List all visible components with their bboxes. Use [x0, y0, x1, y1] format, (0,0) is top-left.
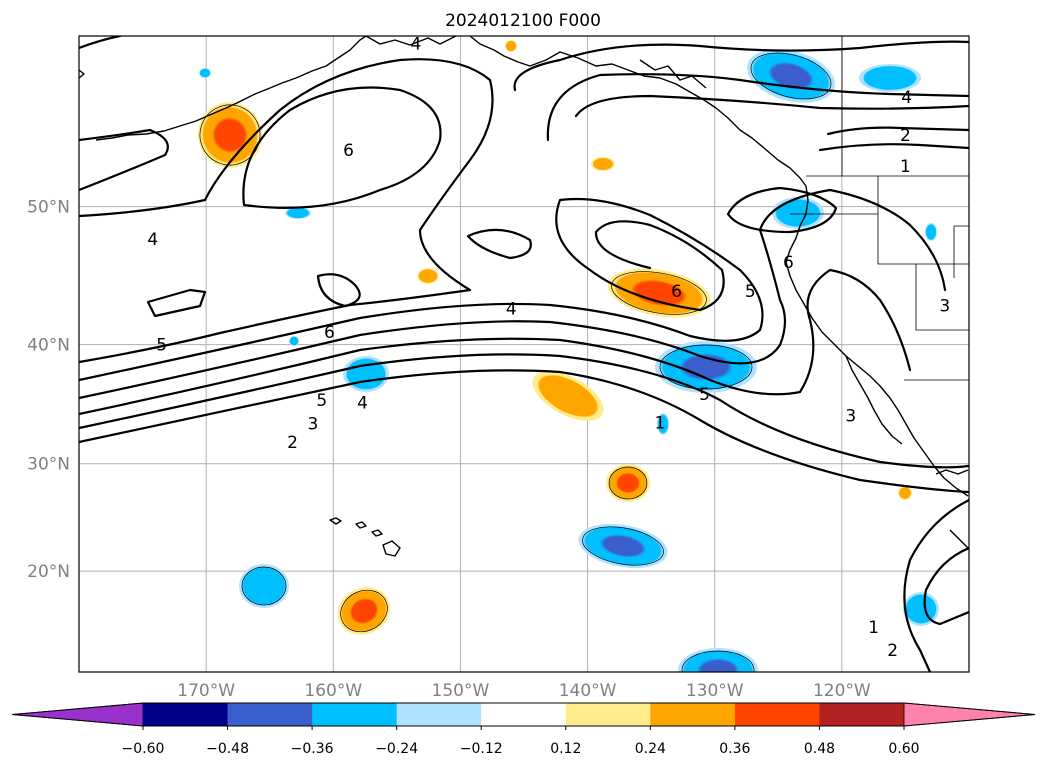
colorbar-tick-label: −0.12 [460, 741, 503, 757]
latitude-label: 20°N [27, 562, 70, 582]
contour-label: 5 [156, 336, 167, 356]
blob-outlines [199, 52, 832, 672]
contour-label: 3 [939, 297, 950, 317]
contour-label: 2 [887, 641, 898, 661]
longitude-labels: 170°W 160°W 150°W 140°W 130°W 120°W [177, 681, 871, 701]
negative-anomaly-area [239, 564, 289, 608]
negative-anomaly-area [289, 336, 299, 346]
latitude-label: 50°N [27, 198, 70, 218]
contour-label: 6 [783, 253, 794, 273]
positive-anomaly-area [505, 40, 517, 52]
colorbar-tick-label: −0.48 [206, 741, 249, 757]
negative-anomaly-area [772, 197, 824, 229]
colorbar-tick-label: 0.24 [635, 741, 666, 757]
negative-anomaly-area [655, 341, 757, 393]
contour-label: 1 [900, 157, 911, 177]
positive-anomaly-area [532, 371, 604, 421]
contour-label: 2 [900, 126, 911, 146]
colorbar-segment [396, 703, 482, 726]
colorbar-segment [565, 703, 651, 726]
negative-anomaly-area [578, 523, 668, 569]
latitude-label: 40°N [27, 336, 70, 356]
contour-label: 4 [411, 35, 422, 55]
contour-label: 6 [343, 141, 354, 161]
contour-label: 5 [745, 282, 756, 302]
contour-label: 5 [316, 391, 327, 411]
negative-anomaly-area [657, 413, 669, 435]
negative-anomaly-area [343, 356, 389, 392]
latitude-label: 30°N [27, 455, 70, 475]
colorbar-segment [650, 703, 736, 726]
latitude-labels: 50°N 40°N 30°N 20°N [27, 198, 70, 583]
colorbar-tick-label: 0.36 [719, 741, 750, 757]
contour-label: 4 [901, 88, 912, 108]
colorbar-tick-label: 0.12 [550, 741, 581, 757]
colorbar-extend-low [11, 702, 144, 727]
contour-label: 4 [357, 393, 368, 413]
longitude-label: 170°W [177, 681, 235, 701]
negative-anomaly-area [285, 207, 311, 219]
contour-lines [79, 36, 969, 672]
colorbar-segment [481, 703, 567, 726]
colorbar-tick-label: −0.36 [291, 741, 334, 757]
map-frame [78, 35, 970, 673]
contour-label: 5 [699, 385, 710, 405]
contour-label: 6 [324, 323, 335, 343]
contour-label: 3 [308, 415, 319, 435]
colorbar-segment [143, 703, 229, 726]
negative-anomaly-area [859, 64, 921, 92]
positive-anomaly-area [591, 157, 615, 171]
positive-anomaly-area [898, 486, 912, 500]
longitude-label: 150°W [432, 681, 490, 701]
positive-anomaly-area [197, 102, 263, 168]
longitude-label: 160°W [304, 681, 362, 701]
map-title: 2024012100 F000 [445, 11, 601, 31]
negative-anomaly-area [925, 223, 937, 241]
contour-label: 1 [868, 618, 879, 638]
contour-label: 4 [506, 299, 517, 319]
longitude-label: 130°W [686, 681, 744, 701]
contour-label: 3 [845, 406, 856, 426]
positive-anomaly-area [606, 464, 650, 502]
colorbar-tick-label: −0.60 [122, 741, 165, 757]
colorbar-segment [227, 703, 313, 726]
contour-label: 2 [287, 433, 298, 453]
contour-label: 6 [671, 282, 682, 302]
contour-label: 1 [655, 413, 666, 433]
colorbar-tick-label: 0.60 [888, 741, 919, 757]
positive-anomaly-area [417, 268, 439, 284]
political-borders [790, 36, 969, 381]
colorbar-segment [312, 703, 398, 726]
contour-label: 4 [147, 230, 158, 250]
colorbar-tick-label: −0.24 [375, 741, 418, 757]
colorbar: −0.60 −0.48 −0.36 −0.24 −0.12 0.12 0.24 0.36 0.4… [11, 702, 1036, 757]
longitude-label: 120°W [813, 681, 871, 701]
colorbar-segment [734, 703, 820, 726]
colorbar-segment [819, 703, 905, 726]
colorbar-extend-high [903, 702, 1036, 727]
positive-anomaly-area [607, 268, 711, 318]
colorbar-tick-label: 0.48 [804, 741, 835, 757]
positive-anomaly-area [337, 587, 391, 635]
longitude-label: 140°W [559, 681, 617, 701]
coastlines [79, 36, 969, 557]
negative-anomaly-area [199, 68, 211, 78]
